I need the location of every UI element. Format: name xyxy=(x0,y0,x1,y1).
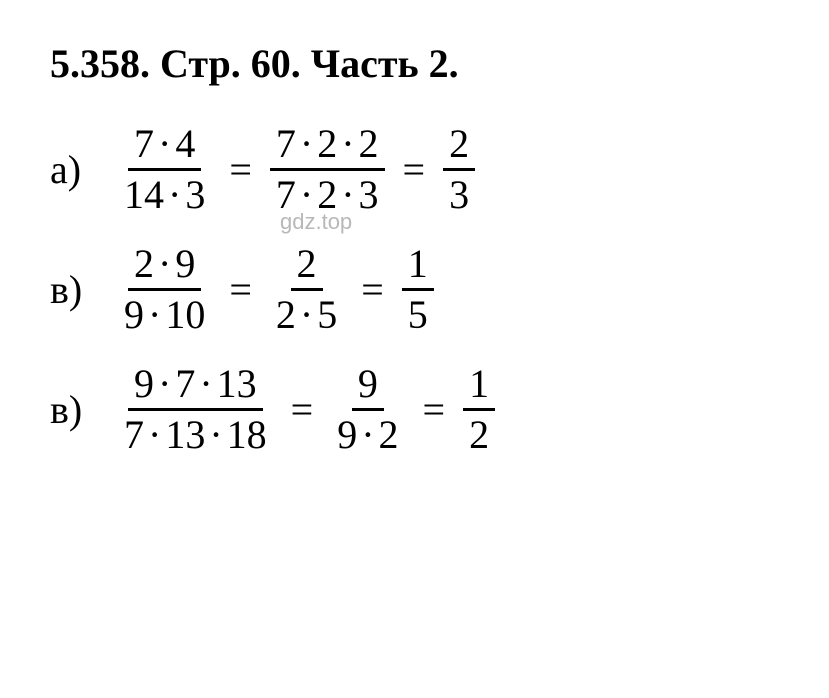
problem-number: 5.358. xyxy=(50,41,150,86)
number: 5 xyxy=(408,292,428,337)
equals-sign: = xyxy=(423,386,446,433)
number: 2 xyxy=(359,121,379,166)
part-label: Часть 2. xyxy=(311,41,459,86)
denominator: 7·13·18 xyxy=(118,411,273,457)
multiply-dot: · xyxy=(199,361,212,406)
number: 3 xyxy=(449,172,469,217)
numerator: 9 xyxy=(352,362,384,411)
number: 7 xyxy=(276,172,296,217)
number: 10 xyxy=(165,292,205,337)
number: 2 xyxy=(469,412,489,457)
number: 18 xyxy=(227,412,267,457)
number: 13 xyxy=(217,361,257,406)
number: 3 xyxy=(359,172,379,217)
multiply-dot: · xyxy=(361,412,374,457)
number: 4 xyxy=(175,121,195,166)
number: 1 xyxy=(408,241,428,286)
fraction: 22·5 xyxy=(270,242,343,337)
number: 7 xyxy=(175,361,195,406)
denominator: 2·5 xyxy=(270,291,343,337)
numerator: 7·4 xyxy=(128,122,201,171)
fraction: 2·99·10 xyxy=(118,242,211,337)
equation-label: в) xyxy=(50,386,95,433)
fraction: 15 xyxy=(402,242,434,337)
multiply-dot: · xyxy=(148,292,161,337)
equations-container: а)7·414·3=7·2·27·2·3=23gdz.topв)2·99·10=… xyxy=(50,122,779,457)
number: 14 xyxy=(124,172,164,217)
numerator: 2 xyxy=(291,242,323,291)
number: 13 xyxy=(165,412,205,457)
multiply-dot: · xyxy=(148,412,161,457)
multiply-dot: · xyxy=(300,292,313,337)
number: 7 xyxy=(276,121,296,166)
equation-row: в)9·7·137·13·18=99·2=12 xyxy=(50,362,779,457)
number: 2 xyxy=(449,121,469,166)
number: 2 xyxy=(317,172,337,217)
number: 9 xyxy=(134,361,154,406)
fraction: 7·414·3 xyxy=(118,122,211,217)
multiply-dot: · xyxy=(158,241,171,286)
denominator: 14·3 xyxy=(118,171,211,217)
multiply-dot: · xyxy=(300,121,313,166)
denominator: 2 xyxy=(463,411,495,457)
numerator: 7·2·2 xyxy=(270,122,385,171)
number: 2 xyxy=(134,241,154,286)
multiply-dot: · xyxy=(209,412,222,457)
number: 5 xyxy=(317,292,337,337)
page-label: Стр. 60. xyxy=(160,41,301,86)
denominator: 9·2 xyxy=(331,411,404,457)
denominator: 5 xyxy=(402,291,434,337)
numerator: 9·7·13 xyxy=(128,362,263,411)
number: 9 xyxy=(175,241,195,286)
equation-label: а) xyxy=(50,146,95,193)
number: 7 xyxy=(124,412,144,457)
fraction: 12 xyxy=(463,362,495,457)
denominator: 3 xyxy=(443,171,475,217)
multiply-dot: · xyxy=(341,121,354,166)
number: 2 xyxy=(297,241,317,286)
fraction: 9·7·137·13·18 xyxy=(118,362,273,457)
number: 1 xyxy=(469,361,489,406)
multiply-dot: · xyxy=(168,172,181,217)
problem-heading: 5.358. Стр. 60. Часть 2. xyxy=(50,40,779,87)
equation-label: в) xyxy=(50,266,95,313)
number: 2 xyxy=(379,412,399,457)
number: 3 xyxy=(185,172,205,217)
fraction: 7·2·27·2·3 xyxy=(270,122,385,217)
number: 9 xyxy=(124,292,144,337)
equals-sign: = xyxy=(229,146,252,193)
fraction: 99·2 xyxy=(331,362,404,457)
equals-sign: = xyxy=(361,266,384,313)
equation-row: а)7·414·3=7·2·27·2·3=23gdz.top xyxy=(50,122,779,217)
number: 7 xyxy=(134,121,154,166)
fraction: 23 xyxy=(443,122,475,217)
equals-sign: = xyxy=(403,146,426,193)
multiply-dot: · xyxy=(158,121,171,166)
numerator: 2·9 xyxy=(128,242,201,291)
multiply-dot: · xyxy=(341,172,354,217)
denominator: 9·10 xyxy=(118,291,211,337)
numerator: 1 xyxy=(402,242,434,291)
numerator: 1 xyxy=(463,362,495,411)
equals-sign: = xyxy=(291,386,314,433)
equation-row: в)2·99·10=22·5=15 xyxy=(50,242,779,337)
denominator: 7·2·3 xyxy=(270,171,385,217)
multiply-dot: · xyxy=(300,172,313,217)
equals-sign: = xyxy=(229,266,252,313)
number: 2 xyxy=(317,121,337,166)
numerator: 2 xyxy=(443,122,475,171)
number: 9 xyxy=(337,412,357,457)
number: 2 xyxy=(276,292,296,337)
number: 9 xyxy=(358,361,378,406)
multiply-dot: · xyxy=(158,361,171,406)
